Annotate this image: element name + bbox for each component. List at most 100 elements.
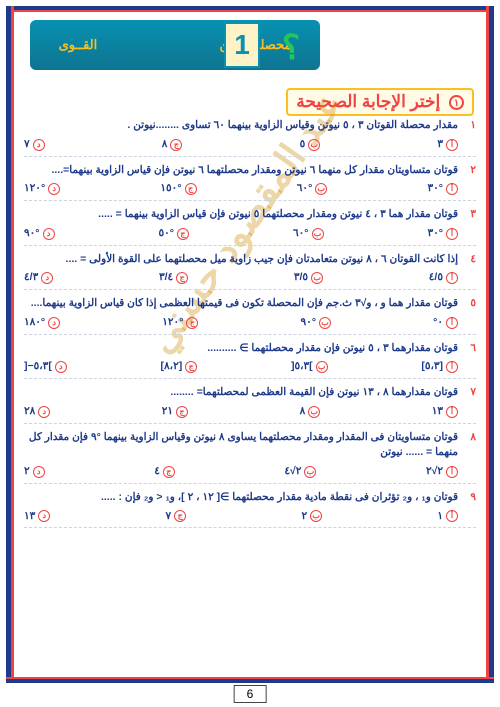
option-value: °٦٠ xyxy=(293,226,308,242)
option-value: ٨ xyxy=(300,404,306,420)
option-value: °٣٠ xyxy=(428,181,443,197)
option[interactable]: ب٢√٤ xyxy=(284,464,316,480)
option-mark-icon: د xyxy=(48,317,60,329)
question-number: ٧ xyxy=(464,385,476,401)
option[interactable]: أ٤/٥ xyxy=(429,270,458,286)
option[interactable]: ج٧ xyxy=(166,509,187,525)
content-area: ١مقدار محصلة القوتان ٣ ، ٥ نيوتن وقياس ا… xyxy=(24,118,476,667)
option-mark-icon: ب xyxy=(315,183,327,195)
option[interactable]: د٢٨ xyxy=(24,404,50,420)
option-mark-icon: أ xyxy=(446,510,458,522)
option-mark-icon: ب xyxy=(308,406,320,418)
option-value: °١٥٠ xyxy=(160,181,181,197)
question-text: ٤إذا كانت القوتان ٦ ، ٨ نيوتن متعامدتان … xyxy=(24,252,476,268)
option-mark-icon: أ xyxy=(446,406,458,418)
option[interactable]: أ٣ xyxy=(437,137,458,153)
question-text: ١مقدار محصلة القوتان ٣ ، ٥ نيوتن وقياس ا… xyxy=(24,118,476,134)
option[interactable]: ب٢ xyxy=(301,509,322,525)
header-right-label: القــوى xyxy=(59,37,98,53)
option-mark-icon: ج xyxy=(176,406,188,418)
option[interactable]: ب٥ xyxy=(300,137,321,153)
option[interactable]: أ°٣٠ xyxy=(428,181,458,197)
option-value: ٢٨ xyxy=(24,404,35,420)
option-mark-icon: ج xyxy=(170,139,182,151)
option-value: ٨ xyxy=(162,137,168,153)
option[interactable]: ب°٦٠ xyxy=(297,181,327,197)
option-row: أ٠° ب°٩٠ ج°١٢٠ د°١٨٠ xyxy=(24,315,476,331)
option[interactable]: د٢ xyxy=(24,464,45,480)
option-mark-icon: د xyxy=(38,406,50,418)
option-mark-icon: ب xyxy=(319,317,331,329)
option-mark-icon: د xyxy=(48,183,60,195)
option[interactable]: د١٣ xyxy=(24,509,50,525)
option-mark-icon: د xyxy=(33,139,45,151)
option-mark-icon: د xyxy=(38,510,50,522)
option[interactable]: ج٤ xyxy=(154,464,175,480)
option[interactable]: د٤/٣ xyxy=(24,270,53,286)
option-mark-icon: ب xyxy=(312,228,324,240)
option[interactable]: ب °٦٠ xyxy=(293,226,323,242)
option-mark-icon: ج xyxy=(163,466,175,478)
question: ٨قوتان متساويتان فى المقدار ومقدار محصلت… xyxy=(24,430,476,484)
option[interactable]: د]٥،٣−[ xyxy=(24,359,67,375)
option-mark-icon: ج xyxy=(186,317,198,329)
option[interactable]: د٧ xyxy=(24,137,45,153)
option-row: أ[٥،٣] ب]٥،٣[ ج[٨،٢] د]٥،٣−[ xyxy=(24,359,476,375)
option[interactable]: أ٢√٢ xyxy=(426,464,458,480)
option-mark-icon: ب xyxy=(316,361,328,373)
question: ٩قوتان و₁ ، و₂ تؤثران فى نقطة مادية مقدا… xyxy=(24,490,476,529)
option-mark-icon: أ xyxy=(446,228,458,240)
option-value: [٨،٢] xyxy=(161,359,183,375)
option[interactable]: ج°٥٠ xyxy=(159,226,189,242)
option-value: ٤/٣ xyxy=(24,270,38,286)
option-mark-icon: ب xyxy=(311,272,323,284)
option[interactable]: أ٠° xyxy=(433,315,458,331)
option-value: ٣ xyxy=(437,137,443,153)
option-value: ٢ xyxy=(24,464,30,480)
option[interactable]: ج°١٢٠ xyxy=(162,315,198,331)
question-body: قوتان مقدارهما ٨ ، ١٣ نيوتن فإن القيمة ا… xyxy=(170,385,458,401)
option-value: °٦٠ xyxy=(297,181,312,197)
question: ٣قوتان مقدار هما ٣ ، ٤ نيوتن ومقدار محصل… xyxy=(24,207,476,246)
frame-bottom xyxy=(6,677,494,683)
question-body: إذا كانت القوتان ٦ ، ٨ نيوتن متعامدتان ف… xyxy=(66,252,458,268)
frame-right xyxy=(486,6,494,677)
option[interactable]: د°١٨٠ xyxy=(24,315,60,331)
option[interactable]: د°٩٠ xyxy=(24,226,54,242)
question-body: قوتان و₁ ، و₂ تؤثران فى نقطة مادية مقدار… xyxy=(101,490,458,506)
option[interactable]: ب٣/٥ xyxy=(294,270,323,286)
option-mark-icon: د xyxy=(33,466,45,478)
option[interactable]: ب٨ xyxy=(300,404,321,420)
option-mark-icon: ب xyxy=(310,510,322,522)
option[interactable]: د°١٢٠ xyxy=(24,181,60,197)
option-mark-icon: ب xyxy=(308,139,320,151)
option-value: °٩٠ xyxy=(24,226,39,242)
option[interactable]: ج٨ xyxy=(162,137,183,153)
option-value: ]٥،٣[ xyxy=(291,359,313,375)
option[interactable]: ب°٩٠ xyxy=(301,315,331,331)
question-text: ٣قوتان مقدار هما ٣ ، ٤ نيوتن ومقدار محصل… xyxy=(24,207,476,223)
option-mark-icon: أ xyxy=(446,466,458,478)
option[interactable]: أ°٣٠ xyxy=(428,226,458,242)
option-value: °١٢٠ xyxy=(24,181,45,197)
option-row: أ°٣٠ ب °٦٠ ج°٥٠ د°٩٠ xyxy=(24,226,476,242)
section-title: ١ إختر الإجابة الصحيحة xyxy=(286,88,474,116)
question-number: ٦ xyxy=(464,341,476,357)
option[interactable]: أ١٣ xyxy=(432,404,458,420)
section-circle: ١ xyxy=(449,95,464,110)
option[interactable]: ج٣/٤ xyxy=(159,270,188,286)
question: ٧ قوتان مقدارهما ٨ ، ١٣ نيوتن فإن القيمة … xyxy=(24,385,476,424)
question: ٥قوتان مقدار هما و ، و√٣ ث.جم فإن المحصل… xyxy=(24,296,476,335)
option[interactable]: أ[٥،٣] xyxy=(421,359,458,375)
option-value: ٢√٢ xyxy=(426,464,443,480)
question-number: ١ xyxy=(464,118,476,134)
option[interactable]: أ١ xyxy=(437,509,458,525)
option[interactable]: ج°١٥٠ xyxy=(160,181,196,197)
question-text: ٧ قوتان مقدارهما ٨ ، ١٣ نيوتن فإن القيمة … xyxy=(24,385,476,401)
option[interactable]: ج٢١ xyxy=(162,404,188,420)
option-value: ٧ xyxy=(24,137,30,153)
option[interactable]: ب]٥،٣[ xyxy=(291,359,328,375)
option-row: أ١ ب٢ ج٧ د١٣ xyxy=(24,509,476,525)
option[interactable]: ج[٨،٢] xyxy=(161,359,198,375)
option-mark-icon: أ xyxy=(446,272,458,284)
